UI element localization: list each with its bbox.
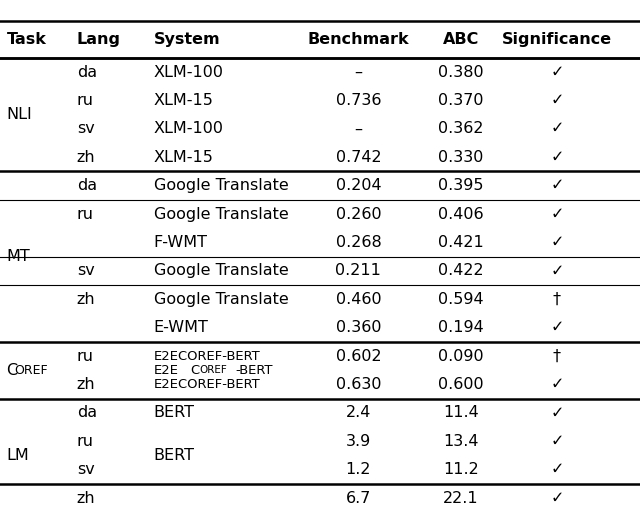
Text: System: System: [154, 32, 220, 47]
Text: 0.380: 0.380: [438, 65, 484, 79]
Text: LM: LM: [6, 448, 29, 463]
Text: ✓: ✓: [550, 207, 563, 221]
Text: -BERT: -BERT: [236, 364, 273, 377]
Text: 6.7: 6.7: [346, 491, 371, 505]
Text: –: –: [355, 122, 362, 136]
Text: F-WMT: F-WMT: [154, 235, 207, 250]
Text: XLM-15: XLM-15: [154, 93, 214, 108]
Text: ABC: ABC: [443, 32, 479, 47]
Text: zh: zh: [77, 292, 95, 307]
Text: ✓: ✓: [550, 434, 563, 449]
Text: sv: sv: [77, 264, 95, 278]
Text: –: –: [355, 65, 362, 79]
Text: da: da: [77, 178, 97, 193]
Text: da: da: [77, 65, 97, 79]
Text: C: C: [6, 363, 17, 378]
Text: OREF: OREF: [200, 365, 227, 376]
Text: 11.4: 11.4: [443, 406, 479, 420]
Text: Significance: Significance: [502, 32, 612, 47]
Text: 0.362: 0.362: [438, 122, 484, 136]
Text: 0.370: 0.370: [438, 93, 484, 108]
Text: Lang: Lang: [77, 32, 121, 47]
Text: sv: sv: [77, 122, 95, 136]
Text: E2ECOREF-BERT: E2ECOREF-BERT: [154, 350, 260, 362]
Text: ✓: ✓: [550, 406, 563, 420]
Text: ✓: ✓: [550, 122, 563, 136]
Text: †: †: [553, 349, 561, 363]
Text: Benchmark: Benchmark: [308, 32, 409, 47]
Text: 0.600: 0.600: [438, 377, 484, 392]
Text: MT: MT: [6, 249, 30, 264]
Text: 0.422: 0.422: [438, 264, 484, 278]
Text: ru: ru: [77, 207, 94, 221]
Text: Google Translate: Google Translate: [154, 207, 289, 221]
Text: ✓: ✓: [550, 93, 563, 108]
Text: NLI: NLI: [6, 107, 32, 122]
Text: 3.9: 3.9: [346, 434, 371, 449]
Text: Google Translate: Google Translate: [154, 264, 289, 278]
Text: E2E: E2E: [154, 364, 179, 377]
Text: 0.421: 0.421: [438, 235, 484, 250]
Text: Task: Task: [6, 32, 46, 47]
Text: ✓: ✓: [550, 235, 563, 250]
Text: 13.4: 13.4: [443, 434, 479, 449]
Text: 0.406: 0.406: [438, 207, 484, 221]
Text: 11.2: 11.2: [443, 462, 479, 477]
Text: 0.268: 0.268: [335, 235, 381, 250]
Text: 0.736: 0.736: [335, 93, 381, 108]
Text: XLM-100: XLM-100: [154, 122, 223, 136]
Text: E-WMT: E-WMT: [154, 320, 209, 335]
Text: 1.2: 1.2: [346, 462, 371, 477]
Text: ✓: ✓: [550, 377, 563, 392]
Text: ru: ru: [77, 93, 94, 108]
Text: ✓: ✓: [550, 150, 563, 165]
Text: ✓: ✓: [550, 320, 563, 335]
Text: C: C: [191, 364, 200, 377]
Text: E2ECOREF-BERT: E2ECOREF-BERT: [154, 378, 260, 391]
Text: XLM-15: XLM-15: [154, 150, 214, 165]
Text: ru: ru: [77, 434, 94, 449]
Text: 22.1: 22.1: [443, 491, 479, 505]
Text: ✓: ✓: [550, 264, 563, 278]
Text: ru: ru: [77, 349, 94, 363]
Text: da: da: [77, 406, 97, 420]
Text: OREF: OREF: [14, 364, 48, 377]
Text: Google Translate: Google Translate: [154, 292, 289, 307]
Text: 2.4: 2.4: [346, 406, 371, 420]
Text: ✓: ✓: [550, 491, 563, 505]
Text: zh: zh: [77, 491, 95, 505]
Text: 0.395: 0.395: [438, 178, 484, 193]
Text: zh: zh: [77, 150, 95, 165]
Text: Google Translate: Google Translate: [154, 178, 289, 193]
Text: 0.460: 0.460: [335, 292, 381, 307]
Text: 0.360: 0.360: [335, 320, 381, 335]
Text: 0.260: 0.260: [335, 207, 381, 221]
Text: ✓: ✓: [550, 178, 563, 193]
Text: 0.194: 0.194: [438, 320, 484, 335]
Text: ✓: ✓: [550, 462, 563, 477]
Text: 0.211: 0.211: [335, 264, 381, 278]
Text: 0.742: 0.742: [335, 150, 381, 165]
Text: zh: zh: [77, 377, 95, 392]
Text: ✓: ✓: [550, 65, 563, 79]
Text: 0.594: 0.594: [438, 292, 484, 307]
Text: 0.204: 0.204: [335, 178, 381, 193]
Text: 0.330: 0.330: [438, 150, 483, 165]
Text: 0.090: 0.090: [438, 349, 484, 363]
Text: 0.602: 0.602: [335, 349, 381, 363]
Text: XLM-100: XLM-100: [154, 65, 223, 79]
Text: sv: sv: [77, 462, 95, 477]
Text: †: †: [553, 292, 561, 307]
Text: BERT: BERT: [154, 448, 195, 463]
Text: BERT: BERT: [154, 406, 195, 420]
Text: 0.630: 0.630: [335, 377, 381, 392]
